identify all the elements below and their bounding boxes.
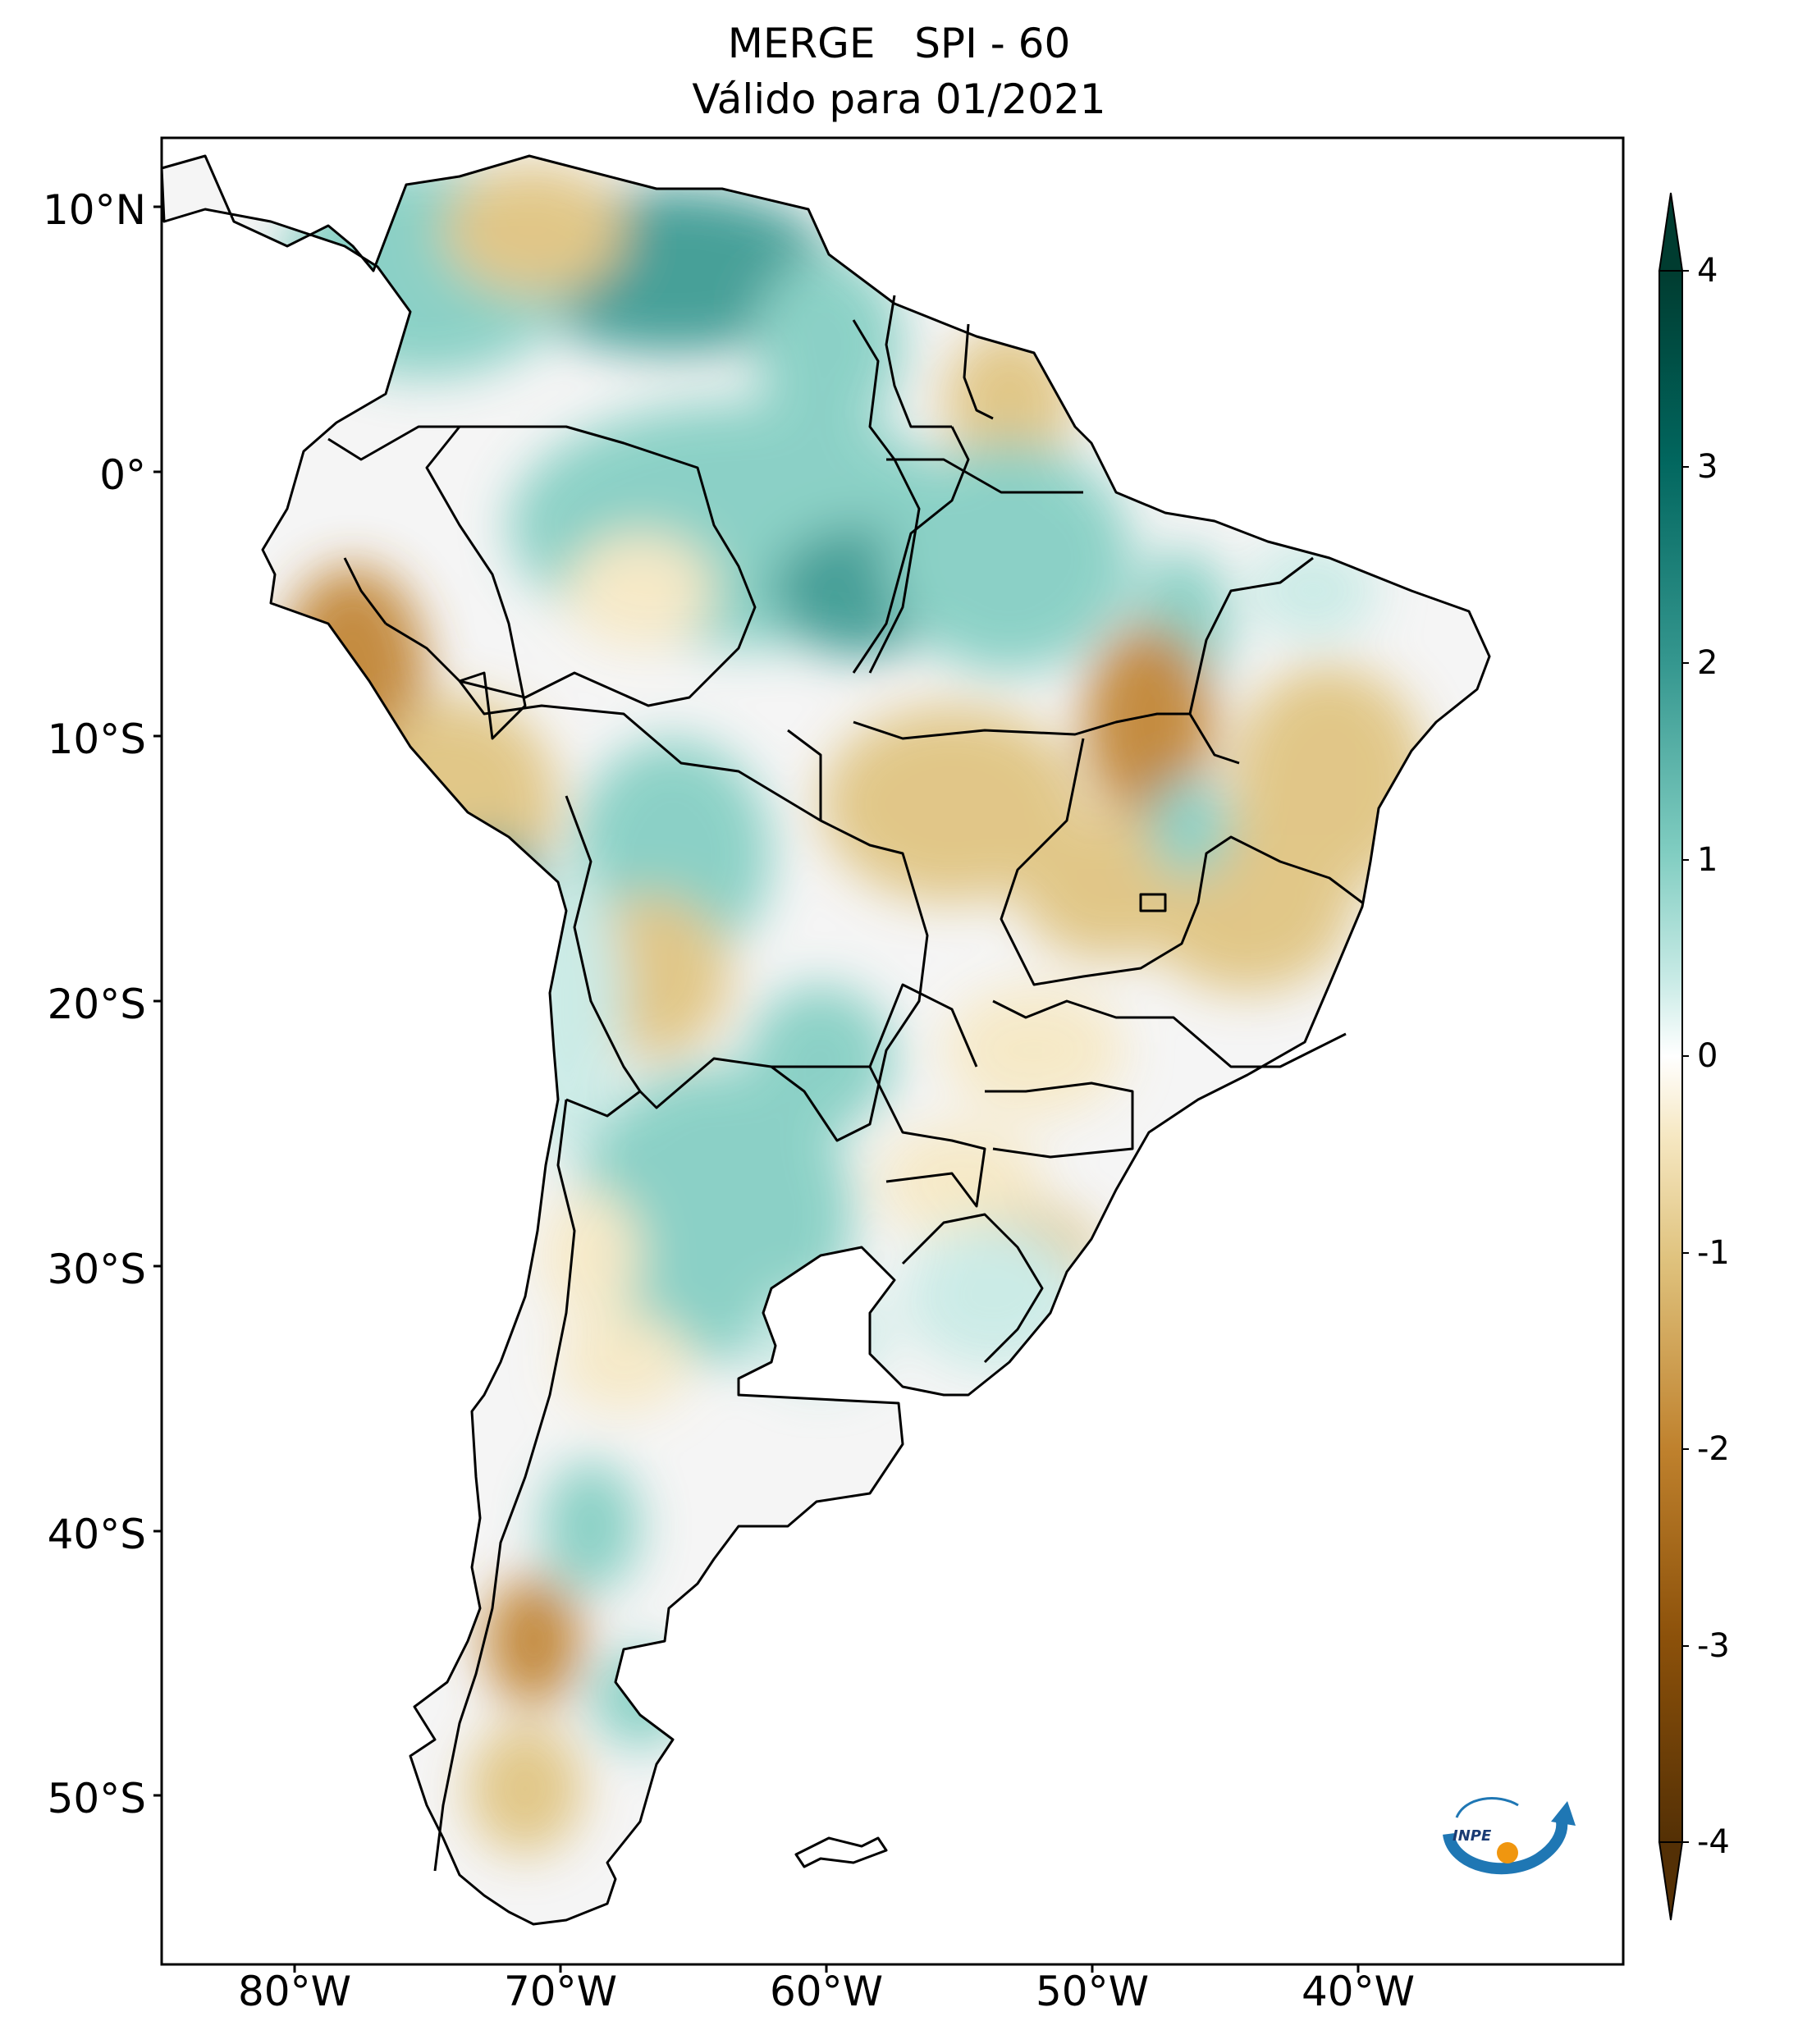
map-subtitle: Válido para 01/2021 <box>692 75 1106 123</box>
lon-tick-label: 80°W <box>237 1968 352 2015</box>
colorbar-extend-min <box>1658 1841 1684 1921</box>
map-title: MERGE SPI - 60 <box>727 20 1071 67</box>
inpe-logo-icon: INPE <box>1443 1797 1576 1875</box>
northern-borders <box>327 425 757 707</box>
federal-district <box>1139 893 1167 912</box>
peru-bolivia-chile-border <box>565 795 642 1118</box>
brazil-state-border-amapa <box>886 458 1083 494</box>
colorbar-tick-label: 1 <box>1697 841 1718 879</box>
colorbar-tick-label: -4 <box>1697 1823 1730 1861</box>
map-frame <box>160 136 1625 1966</box>
paraguay-borders <box>771 1065 986 1208</box>
lat-tick-label: 10°N <box>42 186 146 234</box>
lat-tick-label: 20°S <box>47 981 146 1028</box>
colorbar-tick-label: -3 <box>1697 1627 1730 1665</box>
brazil-state-border-rondonia <box>787 729 822 821</box>
brazil-peru-bolivia-border <box>458 680 929 1142</box>
colorbar-tick-label: -1 <box>1697 1234 1730 1272</box>
colorbar-tick-label: -2 <box>1697 1430 1730 1468</box>
colorbar-tick-label: 4 <box>1697 252 1718 290</box>
colorbar-tick-label: 3 <box>1697 448 1718 486</box>
brazil-state-border-northeast <box>1188 556 1314 715</box>
colorbar-extend-max <box>1658 192 1684 272</box>
falkland-islands <box>794 1836 888 1868</box>
lon-tick-label: 50°W <box>1035 1968 1150 2015</box>
brazil-state-border-center <box>1000 738 1363 986</box>
brazil-state-border-south <box>985 1081 1134 1159</box>
colorbar-gradient <box>1658 270 1683 1843</box>
lon-tick-label: 40°W <box>1301 1968 1416 2015</box>
lat-tick-label: 10°S <box>47 716 146 763</box>
boundaries <box>160 154 1491 1926</box>
brazil-state-border-north <box>853 712 1240 765</box>
chile-argentina-border <box>433 1099 576 1872</box>
colorbar-tick-label: 0 <box>1697 1037 1718 1075</box>
lat-tick-label: 0° <box>99 451 146 499</box>
uruguay-border <box>901 1213 1044 1364</box>
lat-tick-label: 40°S <box>47 1511 146 1558</box>
axis-ticks <box>153 205 1360 1973</box>
brazil-state-border-southeast <box>992 999 1347 1068</box>
inpe-logo: INPE <box>1440 1789 1580 1879</box>
lon-tick-label: 70°W <box>503 1968 618 2015</box>
brazil-state-border-para <box>852 426 970 674</box>
colombia-ecuador-border <box>425 426 527 740</box>
guyana-suriname-border <box>885 295 952 428</box>
suriname-guiana-border <box>963 323 994 420</box>
ecuador-peru-border <box>343 557 387 624</box>
inpe-logo-text: INPE <box>1453 1827 1492 1845</box>
paraguay-north-border <box>868 983 978 1068</box>
lon-tick-label: 60°W <box>769 1968 884 2015</box>
lat-tick-label: 50°S <box>47 1775 146 1822</box>
colorbar-tick-label: 2 <box>1697 644 1718 682</box>
colorbar <box>1658 192 1689 1921</box>
lat-tick-label: 30°S <box>47 1246 146 1293</box>
